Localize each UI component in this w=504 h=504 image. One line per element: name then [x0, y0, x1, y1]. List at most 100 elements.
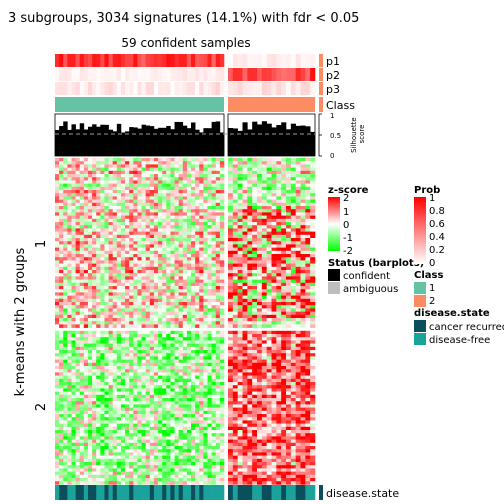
- heatmap-cell: [59, 292, 64, 296]
- heatmap-cell: [153, 295, 159, 300]
- heatmap-cell: [271, 375, 277, 380]
- heatmap-cell: [108, 260, 114, 264]
- heatmap-cell: [79, 330, 85, 335]
- heatmap-cell: [257, 372, 263, 376]
- heatmap-cell: [247, 279, 253, 284]
- heatmap-cell: [166, 330, 171, 335]
- heatmap-cell: [203, 289, 208, 293]
- p2-cell: [281, 68, 287, 81]
- heatmap-cell: [271, 362, 277, 367]
- heatmap-cell: [207, 324, 212, 328]
- heatmap-cell: [63, 234, 68, 239]
- heatmap-cell: [55, 337, 60, 341]
- heatmap-cell: [247, 407, 253, 412]
- heatmap-cell: [133, 238, 138, 242]
- heatmap-cell: [228, 302, 234, 306]
- heatmap-cell: [286, 286, 292, 290]
- heatmap-cell: [186, 401, 192, 405]
- heatmap-cell: [295, 273, 301, 277]
- heatmap-cell: [75, 407, 81, 412]
- heatmap-cell: [242, 324, 248, 328]
- heatmap-cell: [145, 350, 151, 354]
- heatmap-cell: [59, 247, 64, 252]
- heatmap-cell: [252, 385, 258, 389]
- heatmap-cell: [133, 164, 138, 168]
- heatmap-cell: [219, 228, 225, 232]
- heatmap-cell: [141, 244, 146, 248]
- heatmap-cell: [55, 394, 60, 399]
- heatmap-cell: [120, 366, 126, 370]
- heatmap-cell: [295, 167, 301, 172]
- heatmap-cell: [178, 212, 184, 216]
- p2-cell: [153, 68, 159, 81]
- heatmap-cell: [71, 334, 76, 338]
- heatmap-cell: [178, 276, 184, 280]
- heatmap-cell: [137, 170, 142, 175]
- heatmap-cell: [281, 250, 287, 255]
- heatmap-cell: [286, 270, 292, 274]
- heatmap-cell: [286, 308, 292, 312]
- heatmap-cell: [178, 308, 184, 312]
- heatmap-cell: [149, 414, 155, 418]
- heatmap-cell: [108, 295, 114, 300]
- heatmap-cell: [79, 410, 85, 415]
- heatmap-cell: [170, 369, 175, 373]
- heatmap-cell: [182, 183, 188, 188]
- heatmap-cell: [149, 318, 155, 322]
- heatmap-cell: [125, 209, 130, 213]
- heatmap-cell: [108, 273, 114, 277]
- heatmap-cell: [286, 334, 292, 338]
- heatmap-cell: [182, 343, 188, 348]
- heatmap-cell: [170, 318, 175, 322]
- heatmap-cell: [247, 324, 253, 328]
- heatmap-cell: [295, 186, 301, 191]
- heatmap-cell: [145, 394, 151, 399]
- heatmap-cell: [92, 289, 97, 293]
- heatmap-cell: [125, 334, 130, 338]
- heatmap-cell: [104, 391, 109, 396]
- heatmap-cell: [129, 289, 134, 293]
- heatmap-cell: [242, 276, 248, 280]
- heatmap-cell: [141, 266, 146, 271]
- heatmap-cell: [83, 353, 89, 357]
- heatmap-cell: [79, 343, 85, 348]
- heatmap-cell: [133, 257, 138, 261]
- heatmap-cell: [100, 295, 105, 300]
- heatmap-cell: [149, 177, 155, 181]
- heatmap-cell: [63, 298, 68, 303]
- heatmap-cell: [232, 241, 238, 245]
- heatmap-cell: [83, 286, 89, 290]
- heatmap-cell: [170, 305, 175, 309]
- heatmap-cell: [71, 378, 76, 383]
- heatmap-cell: [145, 292, 151, 296]
- heatmap-cell: [104, 196, 109, 200]
- p1-cell: [67, 54, 72, 67]
- heatmap-cell: [252, 183, 258, 188]
- heatmap-cell: [211, 359, 217, 364]
- heatmap-cell: [149, 254, 155, 258]
- heatmap-cell: [195, 311, 200, 316]
- heatmap-cell: [170, 286, 175, 290]
- heatmap-cell: [55, 362, 60, 367]
- heatmap-cell: [300, 404, 306, 408]
- heatmap-cell: [228, 398, 234, 402]
- heatmap-cell: [219, 353, 225, 357]
- heatmap-cell: [59, 366, 64, 370]
- heatmap-cell: [153, 350, 159, 354]
- heatmap-cell: [252, 289, 258, 293]
- heatmap-cell: [203, 282, 208, 287]
- p1-cell: [305, 54, 311, 67]
- heatmap-cell: [158, 282, 163, 287]
- heatmap-cell: [104, 334, 109, 338]
- heatmap-cell: [266, 410, 272, 415]
- heatmap-cell: [290, 356, 296, 360]
- heatmap-cell: [257, 314, 263, 319]
- heatmap-cell: [125, 254, 130, 258]
- heatmap-cell: [149, 218, 155, 223]
- p2-cell: [257, 68, 263, 81]
- heatmap-cell: [63, 407, 68, 412]
- heatmap-cell: [145, 180, 151, 184]
- heatmap-cell: [276, 241, 282, 245]
- heatmap-cell: [232, 289, 238, 293]
- heatmap-cell: [153, 337, 159, 341]
